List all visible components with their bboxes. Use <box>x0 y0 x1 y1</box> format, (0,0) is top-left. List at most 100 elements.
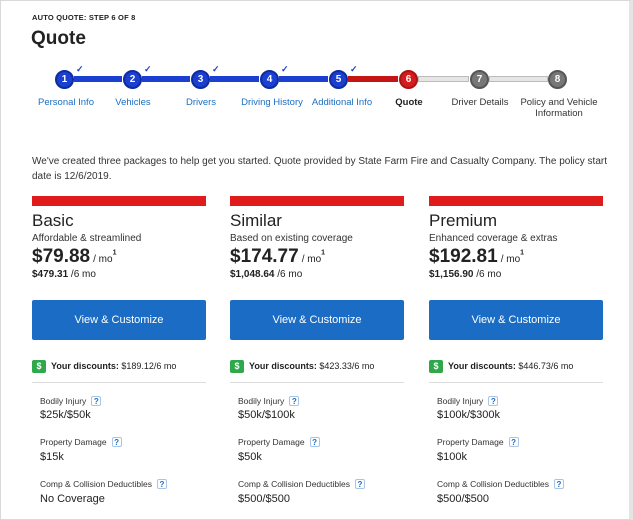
six-month-suffix: /6 mo <box>473 269 502 280</box>
step-node-5[interactable]: 5 <box>329 70 348 89</box>
package-basic: Basic Affordable & streamlined $79.88/ m… <box>32 196 206 520</box>
discount-line: $ Your discounts: $446.73/6 mo <box>429 360 573 373</box>
coverage-value: $100k <box>437 451 467 463</box>
check-icon: ✓ <box>144 64 152 74</box>
price-amount: $174.77 <box>230 246 299 267</box>
step-node-7: 7 <box>470 70 489 89</box>
step-label-vehicles[interactable]: Vehicles <box>115 97 151 108</box>
dollar-icon: $ <box>429 360 443 373</box>
discount-label: Your discounts: <box>249 360 317 371</box>
step-label-policy-vehicle-info: Policy and Vehicle Information <box>520 97 598 119</box>
package-description: Enhanced coverage & extras <box>429 233 558 244</box>
divider <box>230 382 404 383</box>
help-icon[interactable]: ? <box>309 437 320 447</box>
coverage-value: $500/$500 <box>238 493 290 505</box>
coverage-label: Bodily Injury? <box>238 396 300 406</box>
discount-label: Your discounts: <box>51 360 119 371</box>
price-footnote: 1 <box>321 249 326 257</box>
stepper-connector <box>489 76 548 82</box>
check-icon: ✓ <box>212 64 220 74</box>
discount-line: $ Your discounts: $189.12/6 mo <box>32 360 176 373</box>
price-unit: / mo <box>500 254 521 265</box>
coverage-label: Bodily Injury? <box>437 396 499 406</box>
coverage-value: $50k/$100k <box>238 409 295 421</box>
step-label-quote: Quote <box>395 97 423 108</box>
coverage-label: Comp & Collision Deductibles? <box>40 479 167 489</box>
coverage-label: Comp & Collision Deductibles? <box>437 479 564 489</box>
step-label-personal-info[interactable]: Personal Info <box>38 97 94 108</box>
help-icon[interactable]: ? <box>508 437 519 447</box>
package-accent-bar <box>230 196 404 206</box>
coverage-label: Comp & Collision Deductibles? <box>238 479 365 489</box>
coverage-value: No Coverage <box>40 493 105 505</box>
step-node-4[interactable]: 4 <box>260 70 279 89</box>
step-node-1[interactable]: 1 <box>55 70 74 89</box>
dollar-icon: $ <box>32 360 46 373</box>
package-name: Premium <box>429 211 498 230</box>
help-icon[interactable]: ? <box>553 479 564 489</box>
price-footnote: 1 <box>520 249 525 257</box>
divider <box>32 382 206 383</box>
monthly-price: $79.88/ mo1 <box>32 246 116 268</box>
help-icon[interactable]: ? <box>488 396 499 406</box>
step-node-6: 6 <box>399 70 418 89</box>
six-month-price: $1,048.64 /6 mo <box>230 269 302 280</box>
stepper-connector <box>418 76 469 82</box>
monthly-price: $174.77/ mo1 <box>230 246 325 268</box>
price-unit: / mo <box>301 254 322 265</box>
step-label-driving-history[interactable]: Driving History <box>241 97 303 108</box>
package-accent-bar <box>32 196 206 206</box>
step-label-additional-info[interactable]: Additional Info <box>311 97 373 108</box>
discount-value: $423.33/6 mo <box>316 360 375 371</box>
check-icon: ✓ <box>350 64 358 74</box>
coverage-value: $15k <box>40 451 64 463</box>
discount-line: $ Your discounts: $423.33/6 mo <box>230 360 374 373</box>
check-icon: ✓ <box>281 64 289 74</box>
six-month-suffix: /6 mo <box>274 269 303 280</box>
stepper-connector <box>348 76 398 82</box>
stepper-connector <box>210 76 259 82</box>
six-month-amount: $1,156.90 <box>429 269 474 280</box>
six-month-amount: $479.31 <box>32 269 69 280</box>
view-customize-button[interactable]: View & Customize <box>429 300 603 340</box>
six-month-price: $1,156.90 /6 mo <box>429 269 501 280</box>
price-unit: / mo <box>93 254 113 265</box>
view-customize-button[interactable]: View & Customize <box>32 300 206 340</box>
package-description: Based on existing coverage <box>230 233 353 244</box>
step-label-driver-details: Driver Details <box>451 97 509 108</box>
price-amount: $79.88 <box>32 246 91 267</box>
six-month-amount: $1,048.64 <box>230 269 275 280</box>
package-description: Affordable & streamlined <box>32 233 142 244</box>
step-node-2[interactable]: 2 <box>123 70 142 89</box>
coverage-value: $100k/$300k <box>437 409 500 421</box>
help-icon[interactable]: ? <box>111 437 122 447</box>
package-name: Basic <box>32 211 74 230</box>
price-footnote: 1 <box>112 249 117 257</box>
stepper-connector <box>142 76 190 82</box>
view-customize-button[interactable]: View & Customize <box>230 300 404 340</box>
discount-label: Your discounts: <box>448 360 516 371</box>
package-accent-bar <box>429 196 603 206</box>
discount-value: $446.73/6 mo <box>515 360 574 371</box>
coverage-label: Bodily Injury? <box>40 396 102 406</box>
intro-text: We've created three packages to help get… <box>32 156 607 182</box>
coverage-label: Property Damage? <box>437 437 519 447</box>
help-icon[interactable]: ? <box>156 479 167 489</box>
package-name: Similar <box>230 211 282 230</box>
coverage-label: Property Damage? <box>40 437 122 447</box>
monthly-price: $192.81/ mo1 <box>429 246 524 268</box>
help-icon[interactable]: ? <box>289 396 300 406</box>
discount-value: $189.12/6 mo <box>118 360 177 371</box>
step-indicator: AUTO QUOTE: STEP 6 OF 8 <box>32 13 136 22</box>
check-icon: ✓ <box>76 64 84 74</box>
coverage-value: $500/$500 <box>437 493 489 505</box>
stepper-connector <box>279 76 328 82</box>
step-node-3[interactable]: 3 <box>191 70 210 89</box>
coverage-value: $25k/$50k <box>40 409 91 421</box>
six-month-price: $479.31 /6 mo <box>32 269 96 280</box>
help-icon[interactable]: ? <box>354 479 365 489</box>
dollar-icon: $ <box>230 360 244 373</box>
step-label-drivers[interactable]: Drivers <box>185 97 217 108</box>
help-icon[interactable]: ? <box>91 396 102 406</box>
step-node-8: 8 <box>548 70 567 89</box>
